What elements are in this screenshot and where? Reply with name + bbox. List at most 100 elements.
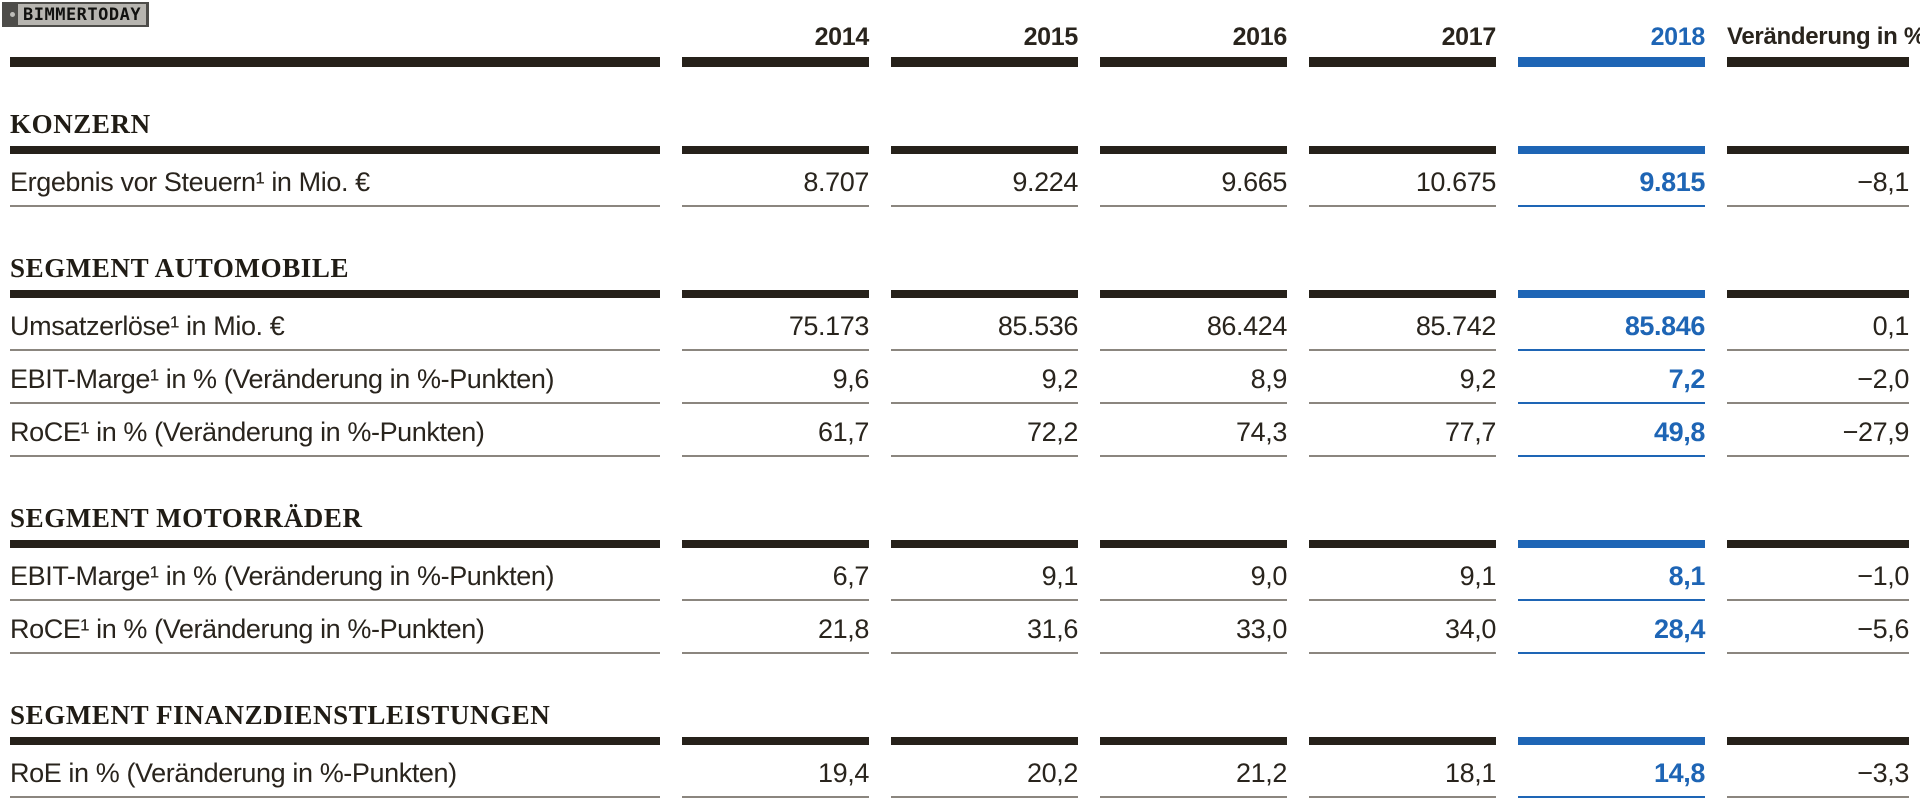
- row-label: EBIT-Marge¹ in % (Veränderung in %-Punkt…: [10, 351, 660, 404]
- table-row-roe-in-ver-nderung-in-punkten: RoE in % (Veränderung in %-Punkten) 19,4 2…: [10, 745, 1909, 798]
- section-rule-cell: [682, 109, 869, 154]
- watermark-dot-icon: [10, 12, 15, 17]
- section-rule-cell: [1309, 503, 1496, 548]
- value-change-percent: −1,0: [1727, 548, 1909, 601]
- value-2017: 34,0: [1309, 601, 1496, 654]
- section-title: SEGMENT MOTORRÄDER: [10, 503, 660, 548]
- value-2015: 20,2: [891, 745, 1078, 798]
- value-2018: 85.846: [1518, 298, 1705, 351]
- header-year-2016: 2016: [1100, 24, 1287, 67]
- section-rule-cell: [891, 503, 1078, 548]
- value-2014: 21,8: [682, 601, 869, 654]
- value-2016: 86.424: [1100, 298, 1287, 351]
- value-2016: 9,0: [1100, 548, 1287, 601]
- value-2017: 9,1: [1309, 548, 1496, 601]
- section-rule-cell: [682, 700, 869, 745]
- section-rule-cell: [1100, 109, 1287, 154]
- row-label: RoCE¹ in % (Veränderung in %-Punkten): [10, 601, 660, 654]
- table-row-ergebnis-vor-steuern-in-mio: Ergebnis vor Steuern¹ in Mio. € 8.707 9.22…: [10, 154, 1909, 207]
- section-title: SEGMENT AUTOMOBILE: [10, 253, 660, 298]
- value-change-percent: −3,3: [1727, 745, 1909, 798]
- value-2017: 85.742: [1309, 298, 1496, 351]
- row-label: Umsatzerlöse¹ in Mio. €: [10, 298, 660, 351]
- value-2016: 33,0: [1100, 601, 1287, 654]
- value-2014: 75.173: [682, 298, 869, 351]
- table-row-ebit-marge-in-ver-nderung-in-punkten: EBIT-Marge¹ in % (Veränderung in %-Punkt…: [10, 351, 1909, 404]
- table-row-roce-in-ver-nderung-in-punkten: RoCE¹ in % (Veränderung in %-Punkten) 21,…: [10, 601, 1909, 654]
- value-2017: 77,7: [1309, 404, 1496, 457]
- section-rule-cell: [1518, 109, 1705, 154]
- section-rule-cell: [891, 109, 1078, 154]
- section-rule-cell: [1100, 700, 1287, 745]
- value-2018: 28,4: [1518, 601, 1705, 654]
- section-rule-cell: [1100, 503, 1287, 548]
- section-rule-cell: [1727, 109, 1909, 154]
- table-header-row: 2014 2015 2016 2017 2018 Veränderung in …: [10, 0, 1920, 67]
- value-2016: 21,2: [1100, 745, 1287, 798]
- value-change-percent: −8,1: [1727, 154, 1909, 207]
- value-2018: 49,8: [1518, 404, 1705, 457]
- section-rule-cell: [1309, 700, 1496, 745]
- section-title-text: SEGMENT FINANZDIENSTLEISTUNGEN: [10, 700, 551, 730]
- section-title-text: SEGMENT MOTORRÄDER: [10, 503, 363, 533]
- section-heading-row-konzern: KONZERN: [10, 109, 1909, 154]
- value-2018: 14,8: [1518, 745, 1705, 798]
- table-body: KONZERN Ergebnis vor Steuern¹ in Mio. € 8.…: [10, 109, 1909, 798]
- value-change-percent: −27,9: [1727, 404, 1909, 457]
- header-year-2014: 2014: [682, 24, 869, 67]
- section-rule-cell: [1518, 503, 1705, 548]
- value-2014: 9,6: [682, 351, 869, 404]
- row-label: EBIT-Marge¹ in % (Veränderung in %-Punkt…: [10, 548, 660, 601]
- table-row-roce-in-ver-nderung-in-punkten: RoCE¹ in % (Veränderung in %-Punkten) 61,…: [10, 404, 1909, 457]
- watermark-label: BIMMERTODAY: [18, 4, 147, 25]
- value-2018: 8,1: [1518, 548, 1705, 601]
- row-label: RoE in % (Veränderung in %-Punkten): [10, 745, 660, 798]
- value-2015: 9,1: [891, 548, 1078, 601]
- value-2015: 85.536: [891, 298, 1078, 351]
- bimmertoday-watermark: BIMMERTODAY: [2, 2, 150, 27]
- value-2016: 9.665: [1100, 154, 1287, 207]
- value-2016: 74,3: [1100, 404, 1287, 457]
- row-label: RoCE¹ in % (Veränderung in %-Punkten): [10, 404, 660, 457]
- value-2014: 8.707: [682, 154, 869, 207]
- section-rule-cell: [1727, 503, 1909, 548]
- section-rule-cell: [682, 253, 869, 298]
- section-rule-cell: [1309, 109, 1496, 154]
- row-label: Ergebnis vor Steuern¹ in Mio. €: [10, 154, 660, 207]
- value-2015: 72,2: [891, 404, 1078, 457]
- section-rule-cell: [682, 503, 869, 548]
- value-2017: 18,1: [1309, 745, 1496, 798]
- header-label-spacer: [10, 24, 660, 67]
- value-2017: 10.675: [1309, 154, 1496, 207]
- header-year-2017: 2017: [1309, 24, 1496, 67]
- value-2015: 31,6: [891, 601, 1078, 654]
- section-heading-row-segment-motorr-der: SEGMENT MOTORRÄDER: [10, 503, 1909, 548]
- section-rule-cell: [1518, 700, 1705, 745]
- section-title: KONZERN: [10, 109, 660, 154]
- section-rule-cell: [891, 700, 1078, 745]
- value-change-percent: −5,6: [1727, 601, 1909, 654]
- value-2014: 19,4: [682, 745, 869, 798]
- table-row-umsatzerl-se-in-mio: Umsatzerlöse¹ in Mio. € 75.173 85.536 86.42…: [10, 298, 1909, 351]
- section-rule-cell: [891, 253, 1078, 298]
- value-2017: 9,2: [1309, 351, 1496, 404]
- header-change-label: Veränderung in %: [1727, 24, 1920, 67]
- value-2015: 9.224: [891, 154, 1078, 207]
- value-change-percent: −2,0: [1727, 351, 1909, 404]
- value-2018: 9.815: [1518, 154, 1705, 207]
- value-2014: 6,7: [682, 548, 869, 601]
- header-year-2018: 2018: [1518, 24, 1705, 67]
- section-title-text: SEGMENT AUTOMOBILE: [10, 253, 350, 283]
- header-year-2015: 2015: [891, 24, 1078, 67]
- table-row-ebit-marge-in-ver-nderung-in-punkten: EBIT-Marge¹ in % (Veränderung in %-Punkt…: [10, 548, 1909, 601]
- section-heading-row-segment-automobile: SEGMENT AUTOMOBILE: [10, 253, 1909, 298]
- value-2018: 7,2: [1518, 351, 1705, 404]
- value-2016: 8,9: [1100, 351, 1287, 404]
- section-rule-cell: [1518, 253, 1705, 298]
- section-rule-cell: [1309, 253, 1496, 298]
- section-rule-cell: [1727, 253, 1909, 298]
- value-2015: 9,2: [891, 351, 1078, 404]
- section-title-text: KONZERN: [10, 109, 151, 139]
- value-2014: 61,7: [682, 404, 869, 457]
- section-rule-cell: [1727, 700, 1909, 745]
